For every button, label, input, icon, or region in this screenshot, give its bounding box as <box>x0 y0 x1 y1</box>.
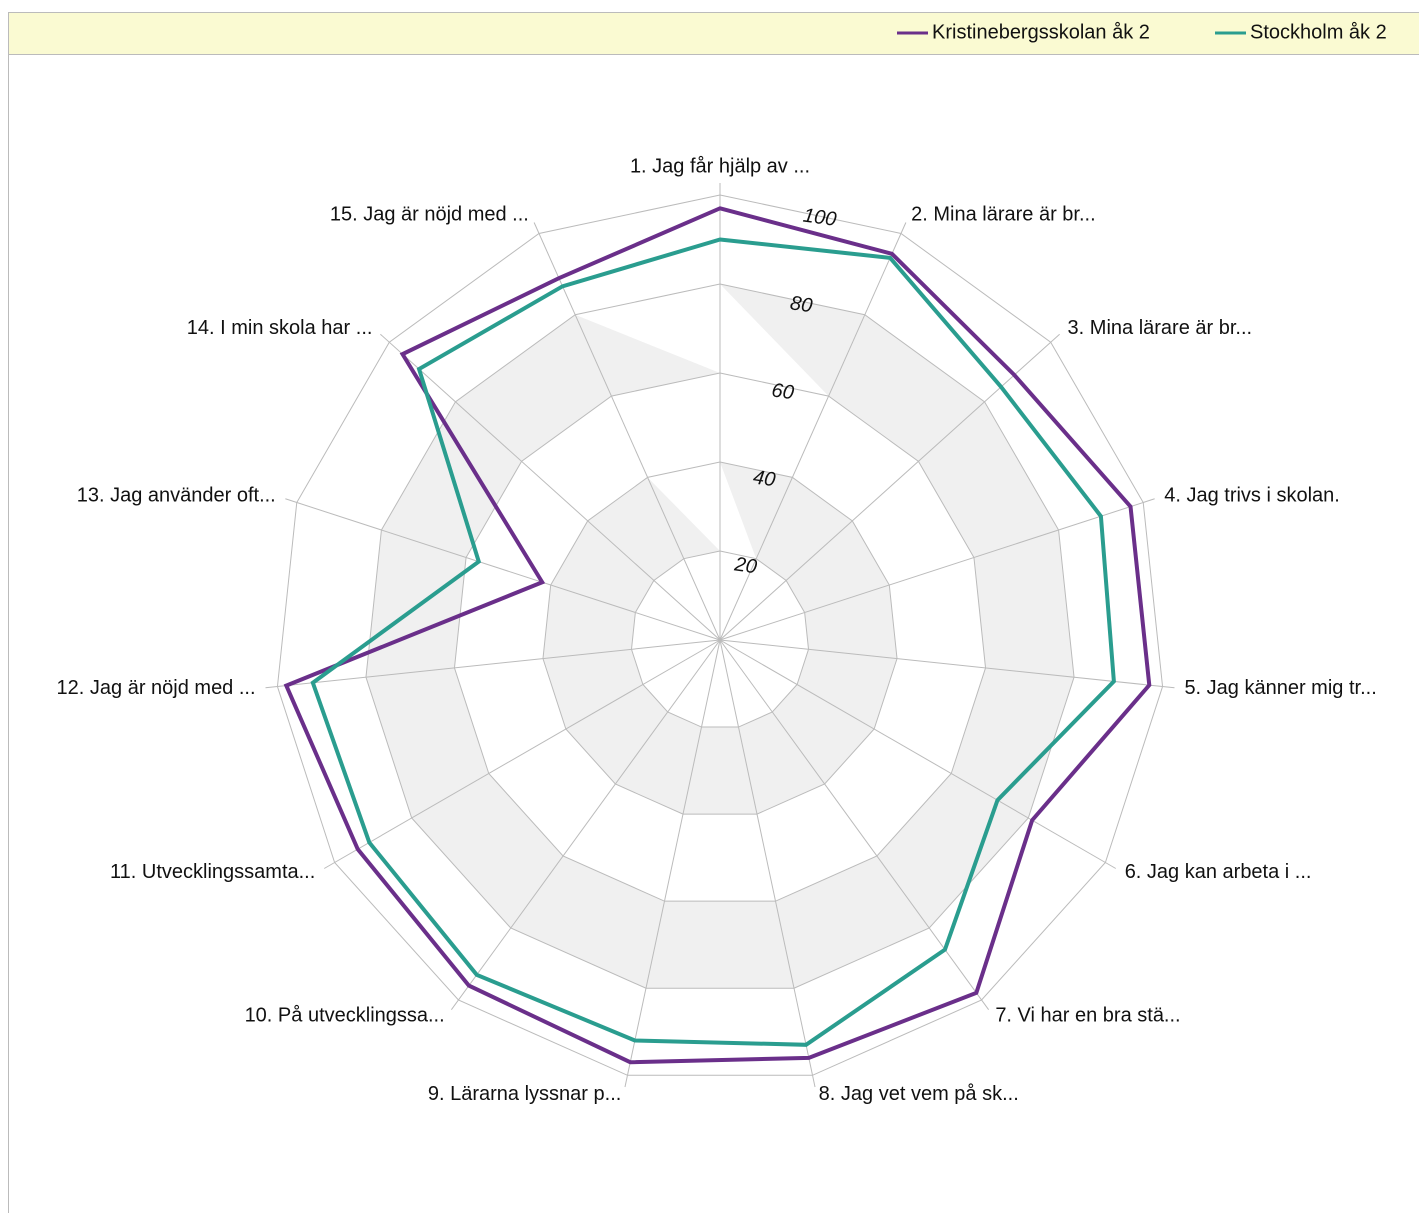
category-label: 10. På utvecklingssa... <box>245 1004 445 1026</box>
legend-label: Stockholm åk 2 <box>1250 21 1387 43</box>
spoke <box>719 222 907 641</box>
grid-ring <box>630 550 810 728</box>
spoke <box>265 639 721 689</box>
category-label: 14. I min skola har ... <box>187 317 373 339</box>
tick-label: 60 <box>770 379 795 404</box>
category-label: 9. Lärarna lyssnar p... <box>428 1083 621 1105</box>
grid-ring <box>276 194 1164 1076</box>
tick-label: 100 <box>802 204 838 230</box>
legend: Kristinebergsskolan åk 2 Stockholm åk 2 <box>897 21 1387 43</box>
spoke <box>719 333 1060 641</box>
spoke <box>533 222 721 641</box>
category-label: 3. Mina lärare är br... <box>1068 317 1253 339</box>
tick-label: 40 <box>752 466 777 491</box>
series-line <box>283 206 1152 1065</box>
category-label: 6. Jag kan arbeta i ... <box>1125 861 1312 883</box>
grid-ring <box>365 283 1075 989</box>
category-label: 1. Jag får hjälp av ... <box>630 155 810 177</box>
spoke <box>624 639 721 1088</box>
tick-label: 80 <box>789 292 814 317</box>
category-label: 12. Jag är nöjd med ... <box>57 677 256 699</box>
frame <box>8 12 1419 1213</box>
grid-ring <box>453 372 987 902</box>
spoke <box>450 639 721 1011</box>
tick-label: 20 <box>732 553 758 578</box>
spoke <box>285 498 721 641</box>
category-label: 15. Jag är nöjd med ... <box>330 203 529 225</box>
spoke <box>719 639 1175 689</box>
category-label: 13. Jag använder oft... <box>77 485 276 507</box>
series-line <box>310 237 1116 1047</box>
spoke <box>323 639 721 869</box>
category-label: 11. Utvecklingssamta... <box>110 861 315 883</box>
category-label: 5. Jag känner mig tr... <box>1184 677 1376 699</box>
category-label: 8. Jag vet vem på sk... <box>819 1083 1019 1105</box>
grid-ring <box>542 461 898 815</box>
grid-band <box>542 462 898 815</box>
category-label: 4. Jag trivs i skolan. <box>1164 485 1340 507</box>
spoke <box>719 639 816 1088</box>
spoke <box>380 333 721 641</box>
category-label: 7. Vi har en bra stä... <box>995 1004 1180 1026</box>
legend-bar <box>8 12 1419 55</box>
category-label: 2. Mina lärare är br... <box>911 203 1096 225</box>
legend-label: Kristinebergsskolan åk 2 <box>932 21 1150 43</box>
spoke <box>719 639 1117 869</box>
spoke <box>719 498 1155 641</box>
